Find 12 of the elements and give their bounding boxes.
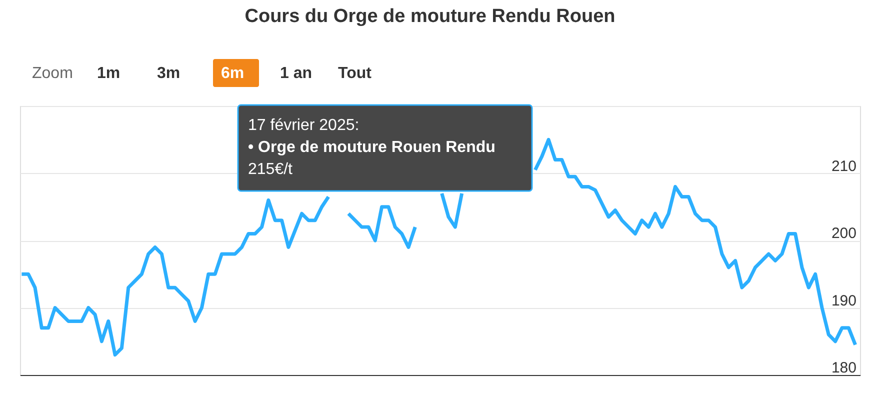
y-tick-label: 190: [831, 292, 856, 310]
y-tick-label: 180: [831, 360, 856, 376]
annotation: 17 février 2025: • Orge de mouture Rouen Rendu 215€/t: [248, 117, 496, 178]
text: 1 an: [280, 65, 312, 82]
chart-title: Cours du Orge de mouture Rendu Rouen: [244, 6, 616, 27]
text: 6m: [221, 65, 244, 82]
y-tick-label: 200: [831, 225, 856, 242]
text: Tout: [338, 65, 372, 82]
text: 1m: [97, 65, 120, 82]
text: Zoom: [32, 65, 73, 82]
y-tick-label: 210: [831, 158, 856, 175]
text: 3m: [157, 65, 180, 82]
